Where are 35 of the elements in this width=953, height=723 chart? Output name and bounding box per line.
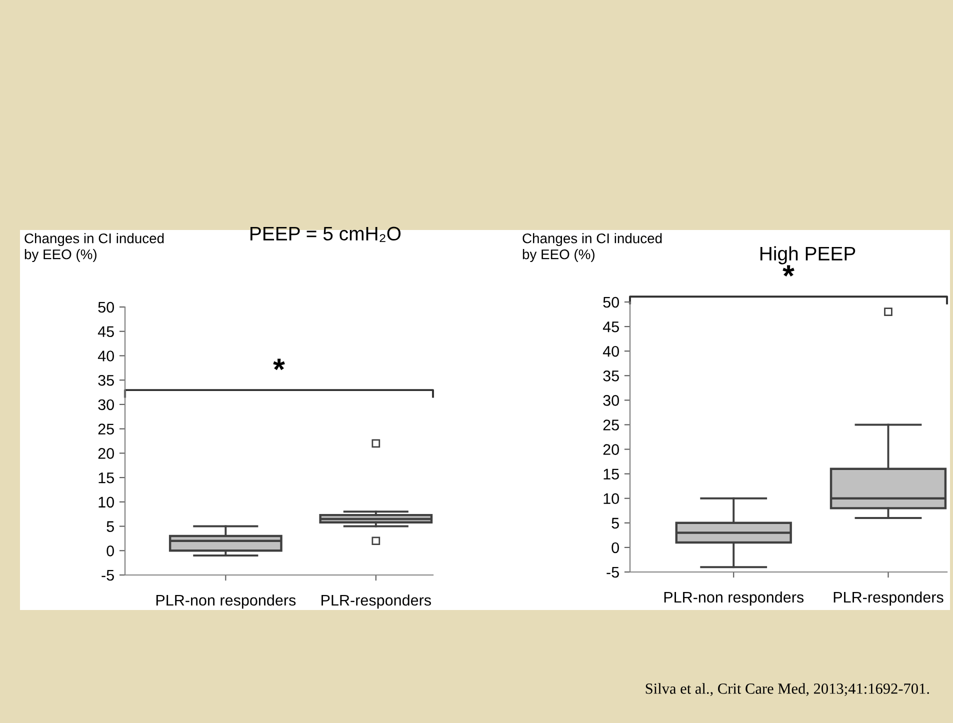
chart-title: PEEP = 5 cmH₂O bbox=[250, 226, 401, 242]
x-tick-label: PLR-responders bbox=[322, 594, 431, 609]
y-tick-label: -5 bbox=[606, 567, 619, 578]
y-tick-label: 5 bbox=[106, 521, 114, 532]
y-tick-label: 30 bbox=[98, 399, 114, 410]
y-axis-title: Changes in CI induced by EEO (%) bbox=[24, 233, 164, 262]
y-tick-label: 25 bbox=[603, 420, 619, 430]
x-tick-label: PLR-responders bbox=[834, 591, 944, 606]
chart-title: High PEEP bbox=[760, 246, 856, 264]
text: Silva et al., Crit Care Med, 2013;41:1692-701. bbox=[646, 683, 929, 696]
y-tick-label: 20 bbox=[603, 444, 619, 455]
y-tick-label: 50 bbox=[98, 302, 114, 313]
y-tick-label: 15 bbox=[98, 472, 114, 484]
y-tick-label: 40 bbox=[98, 350, 114, 362]
x-tick-label: PLR-non responders bbox=[664, 591, 804, 606]
y-tick-label: 5 bbox=[612, 518, 619, 529]
y-tick-label: 0 bbox=[612, 542, 619, 554]
y-tick-label: 45 bbox=[98, 326, 114, 338]
y-tick-label: 10 bbox=[604, 493, 619, 504]
y-tick-label: 45 bbox=[602, 322, 619, 332]
y-tick-label: 10 bbox=[98, 496, 114, 508]
y-tick-label: 25 bbox=[98, 424, 114, 435]
y-tick-label: 35 bbox=[603, 370, 619, 382]
y-tick-label: 35 bbox=[98, 374, 114, 386]
y-tick-label: -5 bbox=[102, 570, 114, 581]
text: * bbox=[782, 265, 794, 277]
x-tick-label: PLR-non responders bbox=[156, 594, 296, 609]
y-tick-label: 50 bbox=[603, 296, 619, 308]
y-tick-label: 0 bbox=[106, 546, 114, 556]
y-tick-label: 20 bbox=[98, 448, 114, 459]
y-axis-title: Changes in CI induced by EEO (%) bbox=[522, 233, 662, 262]
y-tick-label: 15 bbox=[604, 468, 619, 480]
y-tick-label: 40 bbox=[602, 346, 619, 357]
annotation: * bbox=[273, 358, 285, 370]
y-tick-label: 30 bbox=[603, 395, 619, 406]
